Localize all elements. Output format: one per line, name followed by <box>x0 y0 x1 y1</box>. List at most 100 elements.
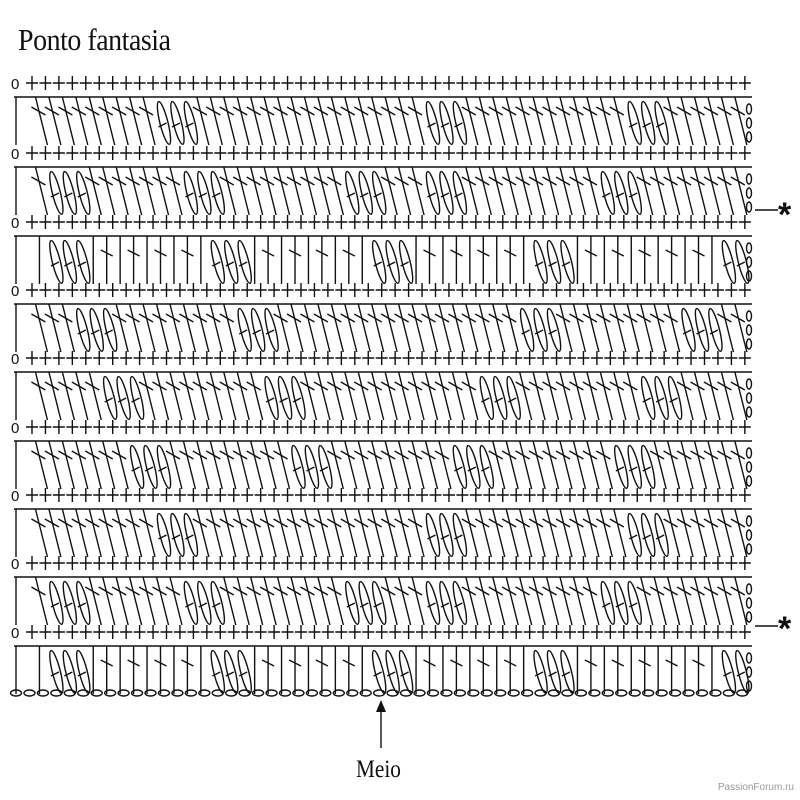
double-crochet-symbol <box>263 440 277 490</box>
double-crochet-tick <box>503 249 517 257</box>
double-crochet-tick <box>288 659 302 667</box>
single-crochet-symbol <box>321 215 334 229</box>
foundation-chain <box>372 689 386 697</box>
single-crochet-symbol <box>469 351 482 365</box>
single-crochet-symbol <box>550 351 563 365</box>
single-crochet-symbol <box>214 283 227 297</box>
double-crochet-tick <box>152 586 167 596</box>
double-crochet-tick <box>353 450 369 460</box>
double-crochet-symbol <box>572 440 587 490</box>
double-crochet-symbol <box>196 371 210 421</box>
single-crochet-symbol <box>604 488 617 502</box>
double-crochet-tick <box>676 106 692 116</box>
row-start-chain: 0 <box>11 283 19 300</box>
double-crochet-tick <box>542 106 557 116</box>
single-crochet-symbol <box>496 625 509 639</box>
double-crochet-symbol <box>559 303 573 353</box>
single-crochet-symbol <box>214 625 227 639</box>
double-crochet-tick <box>273 450 288 460</box>
double-crochet-tick <box>582 450 598 460</box>
foundation-chain <box>413 689 426 697</box>
single-crochet-symbol <box>442 351 455 365</box>
double-crochet-symbol <box>344 303 358 353</box>
single-crochet-symbol <box>308 283 321 297</box>
single-crochet-symbol <box>698 283 711 297</box>
single-crochet-symbol <box>308 556 321 570</box>
single-crochet-symbol <box>483 146 496 160</box>
single-crochet-symbol <box>52 283 65 297</box>
single-crochet-symbol <box>389 146 402 160</box>
cluster-tick <box>709 329 719 335</box>
double-crochet-symbol <box>196 440 210 490</box>
single-crochet-symbol <box>537 283 550 297</box>
double-crochet-symbol <box>290 508 304 558</box>
double-crochet-symbol <box>371 508 385 558</box>
single-crochet-symbol <box>685 351 698 365</box>
cluster-symbol <box>197 580 212 626</box>
cluster-tick <box>454 466 463 472</box>
cluster-symbol <box>183 580 199 626</box>
double-crochet-tick <box>717 518 732 528</box>
cluster-symbol <box>627 100 643 146</box>
cluster-tick <box>534 261 544 267</box>
cluster-tick <box>440 534 450 540</box>
double-crochet-tick <box>649 450 665 460</box>
double-crochet-symbol <box>397 576 412 626</box>
double-crochet-tick <box>703 106 719 116</box>
chain-symbol <box>745 392 753 404</box>
cluster-tick <box>467 466 477 472</box>
double-crochet-tick <box>423 249 436 257</box>
single-crochet-symbol <box>698 146 711 160</box>
double-crochet-tick <box>622 313 638 323</box>
double-crochet-symbol <box>680 576 694 626</box>
single-crochet-symbol <box>402 146 415 160</box>
single-crochet-symbol <box>348 146 361 160</box>
double-crochet-symbol <box>357 371 371 421</box>
double-crochet-tick <box>44 313 60 323</box>
cluster-tick <box>521 329 530 335</box>
single-crochet-symbol <box>429 146 442 160</box>
double-crochet-tick <box>569 518 584 528</box>
single-crochet-symbol <box>66 556 79 570</box>
double-crochet-symbol <box>263 166 277 216</box>
single-crochet-symbol <box>725 215 738 229</box>
cluster-tick <box>561 671 571 677</box>
single-crochet-symbol <box>577 76 590 90</box>
double-crochet-tick <box>542 176 557 186</box>
single-crochet-symbol <box>147 283 160 297</box>
foundation-chain <box>574 689 588 697</box>
single-crochet-symbol <box>335 76 348 90</box>
single-crochet-symbol <box>577 420 590 434</box>
single-crochet-symbol <box>671 420 684 434</box>
double-crochet-symbol <box>572 166 587 216</box>
single-crochet-symbol <box>564 351 576 365</box>
double-crochet-tick <box>690 518 705 528</box>
single-crochet-symbol <box>214 76 227 90</box>
double-crochet-tick <box>488 450 504 460</box>
chain-symbol <box>745 103 753 115</box>
single-crochet-symbol <box>281 215 294 229</box>
cluster-tick <box>292 397 302 403</box>
single-crochet-symbol <box>200 625 213 639</box>
double-crochet-symbol <box>666 440 681 490</box>
double-crochet-tick <box>111 450 127 460</box>
double-crochet-tick <box>407 450 423 460</box>
double-crochet-tick <box>98 450 114 460</box>
double-crochet-symbol <box>357 440 371 490</box>
double-crochet-tick <box>261 249 275 257</box>
foundation-chain <box>238 689 251 697</box>
foundation-chain <box>251 689 265 697</box>
chain-symbol <box>745 529 753 541</box>
cluster-symbol <box>277 375 293 421</box>
single-crochet-symbol <box>469 215 482 229</box>
cluster-tick <box>440 122 450 128</box>
double-crochet-symbol <box>357 96 371 146</box>
double-crochet-tick <box>501 586 517 596</box>
single-crochet-symbol <box>39 420 52 434</box>
single-crochet-symbol <box>120 556 133 570</box>
double-crochet-symbol <box>572 371 587 421</box>
double-crochet-tick <box>84 586 100 596</box>
double-crochet-symbol <box>586 576 600 626</box>
double-crochet-tick <box>84 450 100 460</box>
single-crochet-symbol <box>295 283 307 297</box>
